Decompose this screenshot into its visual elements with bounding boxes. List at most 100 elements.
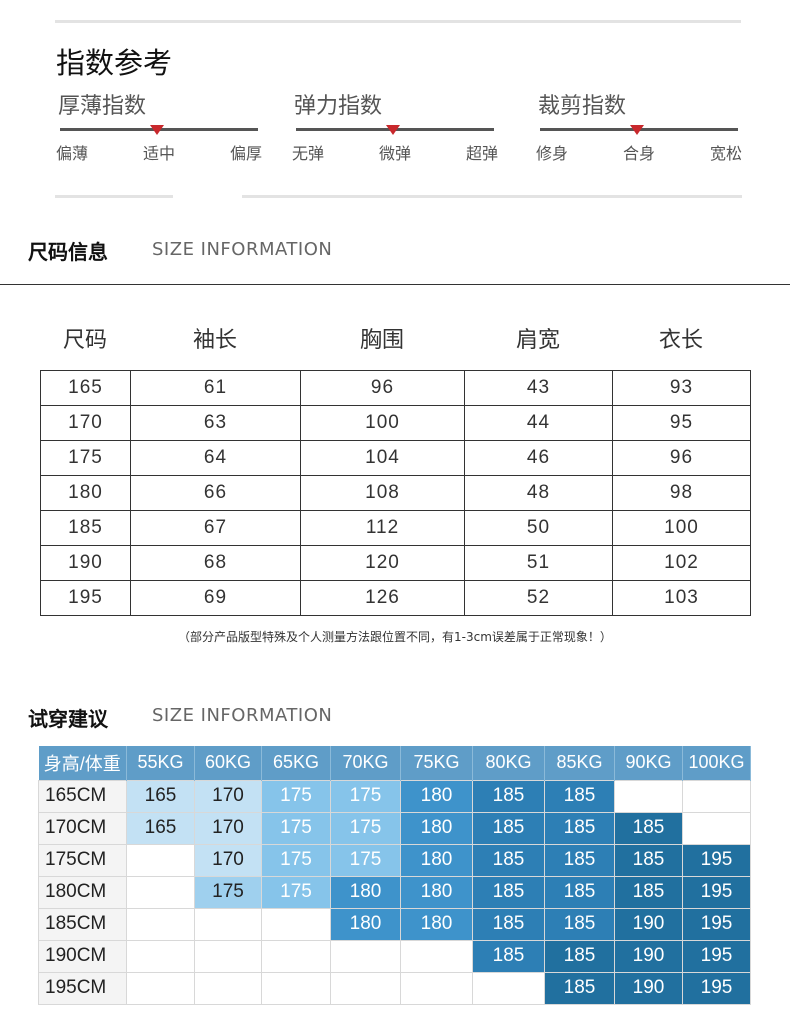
height-label: 175CM (38, 843, 127, 877)
table-cell: 51 (464, 545, 613, 581)
table-cell: 100 (300, 405, 465, 441)
table-cell: 69 (130, 580, 301, 616)
fit-cell: 180 (400, 843, 473, 877)
table-cell: 103 (612, 580, 751, 616)
fit-cell (126, 907, 195, 941)
fit-cell: 190 (614, 971, 683, 1005)
table-cell: 52 (464, 580, 613, 616)
size-info-title: 尺码信息 (28, 240, 108, 264)
table-cell: 126 (300, 580, 465, 616)
fit-cell: 180 (400, 779, 473, 813)
table-row: 165 61 96 43 93 (40, 370, 751, 406)
fit-cell: 170 (194, 779, 262, 813)
fit-cell: 185 (472, 875, 545, 909)
fit-cell: 185 (544, 811, 615, 845)
fit-cell (614, 779, 683, 813)
fit-cell (194, 939, 262, 973)
fit-cell (400, 971, 473, 1005)
height-label: 190CM (38, 939, 127, 973)
size-table: 165 61 96 43 93 170 63 100 44 95 175 64 104 46 96 180 66… (40, 370, 751, 616)
table-row: 180CM 175 175 180 180 185 185 185 195 (38, 875, 751, 909)
table-cell: 44 (464, 405, 613, 441)
table-cell: 63 (130, 405, 301, 441)
size-header: 衣长 (658, 328, 703, 353)
fit-cell: 185 (472, 843, 545, 877)
fit-cell: 185 (544, 843, 615, 877)
fit-table: 身高/体重 55KG 60KG 65KG 70KG 75KG 80KG 85KG 90KG 100… (38, 746, 751, 1005)
size-note: （部分产品版型特殊及个人测量方法跟位置不同，有1-3cm误差属于正常现象！） (178, 630, 612, 644)
table-row: 190 68 120 51 102 (40, 545, 751, 581)
fit-cell (261, 939, 331, 973)
fit-cell (330, 939, 401, 973)
fit-cell: 180 (400, 875, 473, 909)
weight-header: 55KG (126, 746, 195, 780)
gauge-label: 宽松 (709, 144, 742, 163)
table-cell: 120 (300, 545, 465, 581)
gauge-label: 微弹 (378, 144, 411, 163)
fit-cell: 195 (682, 875, 751, 909)
fit-cell (126, 875, 195, 909)
table-cell: 50 (464, 510, 613, 546)
fit-cell: 175 (261, 843, 331, 877)
fit-cell: 185 (472, 779, 545, 813)
section-divider (0, 284, 790, 285)
table-row: 195 69 126 52 103 (40, 580, 751, 616)
fit-cell (126, 843, 195, 877)
table-row: 170 63 100 44 95 (40, 405, 751, 441)
table-cell: 165 (40, 370, 131, 406)
table-cell: 61 (130, 370, 301, 406)
gauge-1: 弹力指数 无弹 微弹 超弹 (292, 88, 498, 163)
marker-triangle-icon (150, 125, 164, 135)
fit-cell: 185 (544, 875, 615, 909)
fit-advice-subtitle: SIZE INFORMATION (152, 705, 333, 726)
fit-cell: 185 (614, 811, 683, 845)
weight-header: 85KG (544, 746, 615, 780)
weight-header: 65KG (261, 746, 331, 780)
table-cell: 95 (612, 405, 751, 441)
table-cell: 190 (40, 545, 131, 581)
table-cell: 96 (612, 440, 751, 476)
size-header: 袖长 (192, 328, 237, 353)
fit-cell: 170 (194, 811, 262, 845)
fit-cell: 190 (614, 907, 683, 941)
height-label: 165CM (38, 779, 127, 813)
table-cell: 102 (612, 545, 751, 581)
height-label: 180CM (38, 875, 127, 909)
table-cell: 68 (130, 545, 301, 581)
gauge-label: 无弹 (292, 144, 325, 163)
table-row: 175 64 104 46 96 (40, 440, 751, 476)
weight-header: 60KG (194, 746, 262, 780)
table-cell: 67 (130, 510, 301, 546)
fit-cell: 185 (472, 811, 545, 845)
weight-header: 75KG (400, 746, 473, 780)
fit-cell (472, 971, 545, 1005)
fit-cell: 185 (544, 779, 615, 813)
fit-cell (126, 939, 195, 973)
height-label: 170CM (38, 811, 127, 845)
table-cell: 170 (40, 405, 131, 441)
fit-cell: 180 (330, 907, 401, 941)
table-cell: 185 (40, 510, 131, 546)
marker-triangle-icon (630, 125, 644, 135)
table-cell: 64 (130, 440, 301, 476)
fit-cell: 180 (400, 811, 473, 845)
gauge-title: 弹力指数 (294, 94, 383, 119)
fit-cell: 185 (614, 843, 683, 877)
corner-header: 身高/体重 (38, 746, 127, 780)
fit-cell: 170 (194, 843, 262, 877)
weight-header: 80KG (472, 746, 545, 780)
gauge-label: 偏厚 (229, 144, 262, 163)
fit-cell (194, 907, 262, 941)
table-cell: 96 (300, 370, 465, 406)
fit-cell (682, 811, 751, 845)
table-row: 185CM 180 180 185 185 190 195 (38, 907, 751, 941)
fit-cell: 185 (472, 907, 545, 941)
weight-header: 90KG (614, 746, 683, 780)
top-divider (55, 20, 741, 23)
fit-cell (682, 779, 751, 813)
table-cell: 48 (464, 475, 613, 511)
fit-cell: 175 (261, 875, 331, 909)
table-cell: 195 (40, 580, 131, 616)
height-label: 195CM (38, 971, 127, 1005)
size-header: 肩宽 (515, 328, 560, 353)
